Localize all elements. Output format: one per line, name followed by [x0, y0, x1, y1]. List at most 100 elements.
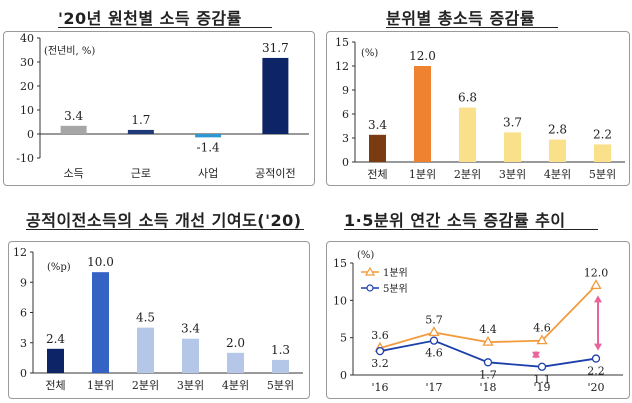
title-underline — [58, 27, 272, 28]
chart-transfer-contribution: 0 3 6 9 12 (%p) 2.4 전체 10.0 1분위 4.5 2분위 3.4 3분위 2.0 4분위… — [13, 246, 303, 392]
unit-label: (전년비, %) — [44, 45, 95, 57]
panel-quintile-income: 0 3 6 9 12 15 (%) 3.4 전체 12.0 1분위 6.8 2분위 3.7 3분위 2.8 4분… — [326, 31, 630, 186]
y-tick-label: 0 — [342, 156, 349, 169]
chart-title-income-source: '20년 원천별 소득 증감률 — [58, 9, 242, 28]
category-label: 3분위 — [177, 379, 204, 392]
y-tick-label: 12 — [13, 246, 27, 259]
data-label: 4.5 — [136, 311, 155, 325]
y-tick-label: 10 — [333, 294, 347, 307]
bar — [369, 134, 386, 162]
data-label: 3.4 — [181, 322, 200, 336]
data-point — [590, 279, 602, 290]
legend-marker — [364, 266, 376, 276]
y-tick-label: 0 — [20, 367, 27, 380]
data-label: 1.7 — [479, 368, 497, 381]
y-tick-label: 10 — [20, 104, 34, 117]
bar — [459, 107, 476, 162]
data-label: 1.3 — [271, 343, 290, 357]
chart-title-transfer-contribution: 공적이전소득의 소득 개선 기여도('20) — [26, 211, 302, 230]
category-label: 2분위 — [132, 379, 159, 392]
bar — [60, 125, 87, 134]
data-label: 2.2 — [593, 127, 612, 141]
data-label: 2.0 — [226, 336, 245, 350]
title-underline — [344, 229, 598, 230]
data-label: 1.7 — [131, 113, 150, 127]
data-label: 3.7 — [503, 115, 522, 129]
bar — [127, 129, 154, 134]
bar — [549, 139, 566, 162]
category-label: 공적이전 — [255, 167, 295, 180]
x-tick-label: '16 — [371, 381, 388, 394]
category-label: 1분위 — [409, 168, 436, 181]
category-label: 4분위 — [544, 168, 571, 181]
category-label: 3분위 — [499, 168, 526, 181]
data-label: 10.0 — [87, 255, 114, 269]
data-label: 4.6 — [533, 322, 551, 335]
bar — [182, 338, 199, 373]
title-underline — [26, 229, 304, 230]
data-label: 2.8 — [548, 123, 567, 137]
legend-label: 1분위 — [383, 266, 408, 279]
bar — [137, 327, 154, 373]
panel-income-source: -10 0 10 20 30 40 (전년비, %) 3.4 소득 1.7 근로 -1.4 사업 31.7… — [3, 31, 315, 186]
x-tick-label: '18 — [479, 381, 496, 394]
y-tick-label: 15 — [333, 257, 347, 270]
y-tick-label: 12 — [335, 60, 349, 73]
x-tick-label: '20 — [587, 381, 604, 394]
chart-title-quintile-income: 분위별 총소득 증감률 — [386, 9, 536, 28]
y-tick-label: -10 — [16, 152, 34, 165]
bar — [47, 348, 64, 373]
data-label: 2.2 — [587, 365, 605, 378]
data-label: 1.1 — [533, 373, 551, 386]
category-label: 1분위 — [87, 379, 114, 392]
y-tick-label: 20 — [20, 80, 34, 93]
gap-arrow-head — [594, 343, 602, 351]
data-label: 4.4 — [479, 323, 497, 336]
data-label: 3.4 — [368, 118, 387, 132]
data-label: 3.6 — [371, 329, 389, 342]
chart-title-quintile-trend: 1·5분위 연간 소득 증감률 추이 — [344, 211, 566, 230]
legend-marker — [366, 284, 374, 292]
data-point — [483, 358, 493, 367]
chart-quintile-trend: 0 5 10 15 (%) '16 '17 '18 '19 '20 1분위 5분위 3.6 5.7 4.4 4… — [333, 250, 623, 394]
y-tick-label: 40 — [20, 32, 34, 45]
category-label: 전체 — [45, 379, 65, 392]
gap-arrow-head — [594, 295, 602, 303]
category-label: 소득 — [64, 167, 84, 180]
y-tick-label: 9 — [342, 84, 349, 97]
data-point — [536, 334, 548, 345]
unit-label: (%) — [357, 250, 374, 261]
category-label: 5분위 — [267, 379, 294, 392]
data-label: 5.7 — [425, 313, 443, 326]
x-tick-label: '19 — [533, 381, 550, 394]
y-tick-label: 0 — [27, 128, 34, 141]
y-tick-label: 6 — [20, 307, 27, 320]
panel-quintile-trend: 0 5 10 15 (%) '16 '17 '18 '19 '20 1분위 5분위 3.6 5.7 4.4 4… — [326, 241, 630, 399]
data-label: 31.7 — [262, 41, 289, 55]
category-label: 전체 — [367, 168, 387, 181]
x-tick-label: '17 — [425, 381, 442, 394]
chart-quintile-income: 0 3 6 9 12 15 (%) 3.4 전체 12.0 1분위 6.8 2분위 3.7 3분위 2.8 4분… — [335, 36, 625, 181]
data-label: 4.6 — [425, 347, 443, 360]
panel-transfer-contribution: 0 3 6 9 12 (%p) 2.4 전체 10.0 1분위 4.5 2분위 3.4 3분위 2.0 4분위… — [8, 241, 310, 399]
unit-label: (%) — [361, 48, 378, 59]
bar — [262, 57, 289, 134]
y-tick-label: 15 — [335, 36, 349, 49]
y-tick-label: 3 — [20, 337, 27, 350]
y-tick-label: 30 — [20, 56, 34, 69]
y-tick-label: 6 — [342, 108, 349, 121]
data-label: 6.8 — [458, 91, 477, 105]
category-label: 근로 — [131, 167, 151, 180]
bar — [504, 132, 521, 162]
legend-label: 5분위 — [383, 282, 408, 295]
data-label: 12.0 — [409, 49, 436, 63]
y-tick-label: 9 — [20, 276, 27, 289]
bar — [414, 66, 431, 162]
category-label: 4분위 — [222, 379, 249, 392]
bar — [195, 134, 222, 138]
chart-income-source: -10 0 10 20 30 40 (전년비, %) 3.4 소득 1.7 근로 -1.4 사업 31.7… — [16, 32, 309, 180]
data-point — [375, 346, 385, 356]
data-label: -1.4 — [197, 140, 221, 154]
y-tick-label: 5 — [340, 332, 347, 345]
category-label: 사업 — [198, 167, 218, 180]
